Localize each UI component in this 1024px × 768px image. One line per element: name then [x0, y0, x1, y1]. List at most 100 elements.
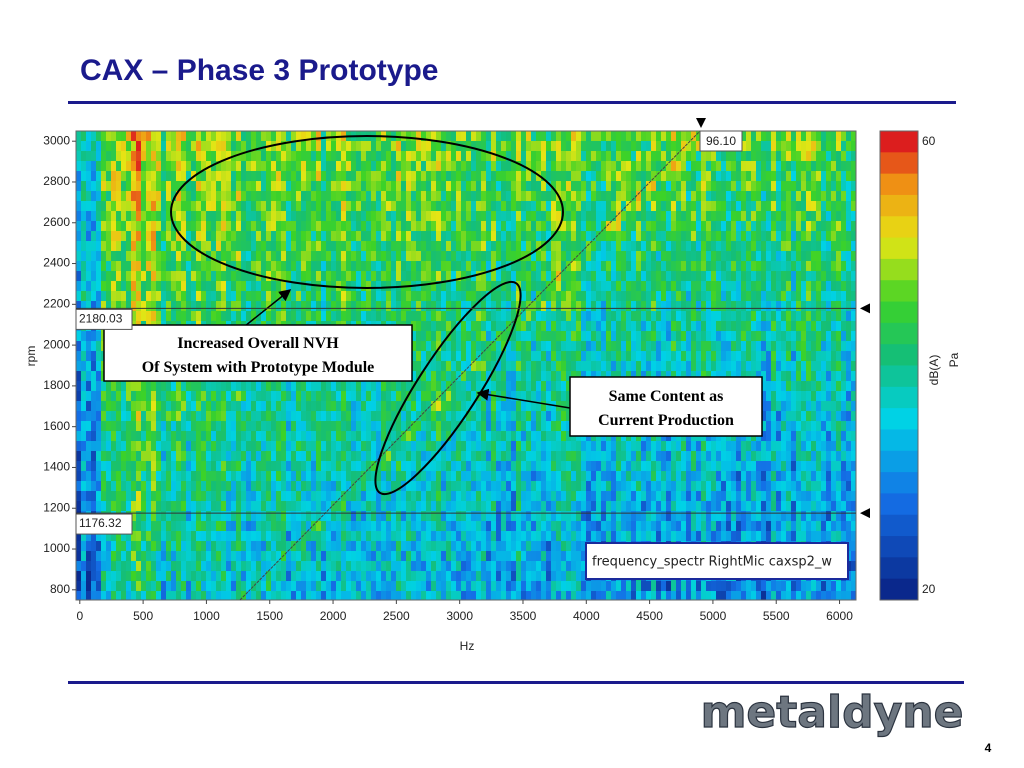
spectrogram-cell — [706, 351, 711, 361]
spectrogram-cell — [116, 271, 121, 281]
spectrogram-cell — [661, 271, 666, 281]
spectrogram-cell — [771, 371, 776, 381]
spectrogram-cell — [246, 271, 251, 281]
spectrogram-cell — [406, 131, 411, 141]
spectrogram-cell — [446, 131, 451, 141]
spectrogram-cell — [826, 171, 831, 181]
spectrogram-cell — [391, 211, 396, 221]
spectrogram-cell — [666, 321, 671, 331]
spectrogram-cell — [111, 401, 116, 411]
spectrogram-cell — [391, 181, 396, 191]
spectrogram-cell — [606, 291, 611, 301]
spectrogram-cell — [281, 301, 286, 311]
spectrogram-cell — [811, 391, 816, 401]
spectrogram-cell — [426, 381, 431, 391]
spectrogram-cell — [186, 381, 191, 391]
spectrogram-cell — [641, 321, 646, 331]
spectrogram-cell — [171, 211, 176, 221]
spectrogram-cell — [731, 251, 736, 261]
spectrogram-cell — [471, 291, 476, 301]
spectrogram-cell — [616, 351, 621, 361]
spectrogram-cell — [146, 221, 151, 231]
spectrogram-cell — [461, 131, 466, 141]
spectrogram-cell — [426, 281, 431, 291]
spectrogram-cell — [556, 441, 561, 451]
spectrogram-cell — [731, 351, 736, 361]
spectrogram-cell — [801, 221, 806, 231]
spectrogram-cell — [446, 241, 451, 251]
spectrogram-cell — [516, 191, 521, 201]
spectrogram-cell — [271, 181, 276, 191]
spectrogram-cell — [576, 301, 581, 311]
spectrogram-cell — [561, 171, 566, 181]
spectrogram-cell — [481, 201, 486, 211]
spectrogram-cell — [461, 331, 466, 341]
spectrogram-cell — [441, 421, 446, 431]
spectrogram-cell — [506, 441, 511, 451]
spectrogram-cell — [306, 431, 311, 441]
spectrogram-cell — [831, 351, 836, 361]
spectrogram-cell — [336, 201, 341, 211]
spectrogram-cell — [611, 231, 616, 241]
spectrogram-cell — [511, 431, 516, 441]
spectrogram-cell — [511, 341, 516, 351]
spectrogram-cell — [116, 201, 121, 211]
spectrogram-cell — [596, 331, 601, 341]
spectrogram-cell — [356, 281, 361, 291]
spectrogram-cell — [836, 221, 841, 231]
spectrogram-cell — [76, 421, 81, 431]
spectrogram-cell — [381, 311, 386, 321]
spectrogram-cell — [716, 371, 721, 381]
spectrogram-cell — [731, 271, 736, 281]
spectrogram-cell — [266, 311, 271, 321]
spectrogram-cell — [411, 411, 416, 421]
spectrogram-cell — [501, 311, 506, 321]
spectrogram-cell — [611, 301, 616, 311]
spectrogram-cell — [496, 131, 501, 141]
spectrogram-cell — [791, 441, 796, 451]
spectrogram-cell — [231, 171, 236, 181]
spectrogram-cell — [631, 311, 636, 321]
spectrogram-cell — [546, 161, 551, 171]
spectrogram-cell — [721, 171, 726, 181]
spectrogram-cell — [466, 301, 471, 311]
spectrogram-cell — [641, 351, 646, 361]
spectrogram-cell — [801, 281, 806, 291]
spectrogram-cell — [786, 141, 791, 151]
spectrogram-cell — [306, 261, 311, 271]
spectrogram-cell — [711, 151, 716, 161]
spectrogram-cell — [846, 421, 851, 431]
spectrogram-cell — [416, 401, 421, 411]
spectrogram-cell — [501, 171, 506, 181]
spectrogram-cell — [286, 251, 291, 261]
spectrogram-cell — [166, 161, 171, 171]
spectrogram-cell — [701, 181, 706, 191]
spectrogram-cell — [316, 441, 321, 451]
spectrogram-cell — [266, 271, 271, 281]
spectrogram-cell — [841, 371, 846, 381]
spectrogram-cell — [746, 151, 751, 161]
spectrogram-cell — [781, 391, 786, 401]
spectrogram-cell — [651, 321, 656, 331]
spectrogram-cell — [331, 261, 336, 271]
spectrogram-cell — [296, 261, 301, 271]
spectrogram-cell — [186, 251, 191, 261]
spectrogram-cell — [606, 221, 611, 231]
spectrogram-cell — [191, 131, 196, 141]
spectrogram-cell — [851, 301, 856, 311]
spectrogram-cell — [766, 151, 771, 161]
spectrogram-cell — [531, 261, 536, 271]
spectrogram-cell — [231, 401, 236, 411]
spectrogram-cell — [581, 181, 586, 191]
spectrogram-cell — [566, 351, 571, 361]
spectrogram-cell — [556, 161, 561, 171]
spectrogram-cell — [451, 331, 456, 341]
spectrogram-cell — [506, 301, 511, 311]
spectrogram-cell — [301, 381, 306, 391]
spectrogram-cell — [331, 381, 336, 391]
spectrogram-cell — [421, 371, 426, 381]
spectrogram-cell — [431, 341, 436, 351]
spectrogram-cell — [96, 301, 101, 311]
spectrogram-cell — [851, 331, 856, 341]
spectrogram-cell — [486, 201, 491, 211]
